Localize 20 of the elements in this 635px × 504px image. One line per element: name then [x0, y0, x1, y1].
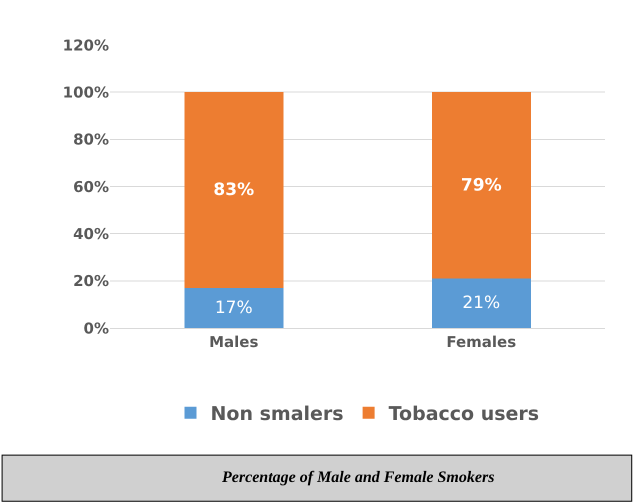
- legend-label: Tobacco users: [388, 403, 540, 426]
- bar: [184, 92, 284, 288]
- data-label: 79%: [460, 175, 502, 196]
- bar: [432, 278, 531, 328]
- y-tick-label: 60%: [73, 178, 109, 196]
- y-tick-label: 40%: [73, 224, 109, 243]
- text: Percentage of Male and Female Smokers: [221, 469, 494, 486]
- bar: [432, 92, 531, 278]
- y-tick-label: 20%: [73, 272, 109, 290]
- data-label: 17%: [214, 298, 253, 318]
- y-tick-label: 80%: [73, 130, 109, 149]
- y-tick-label: 0%: [84, 319, 109, 338]
- data-label: 83%: [213, 180, 254, 200]
- data-label: 21%: [462, 293, 500, 314]
- x-tick-label: Females: [446, 333, 516, 351]
- y-tick-label: 120%: [62, 36, 109, 54]
- x-tick-label: Males: [209, 333, 258, 351]
- legend-label: Non smalers: [210, 403, 344, 426]
- bar: [184, 288, 284, 328]
- y-tick-label: 100%: [62, 83, 109, 102]
